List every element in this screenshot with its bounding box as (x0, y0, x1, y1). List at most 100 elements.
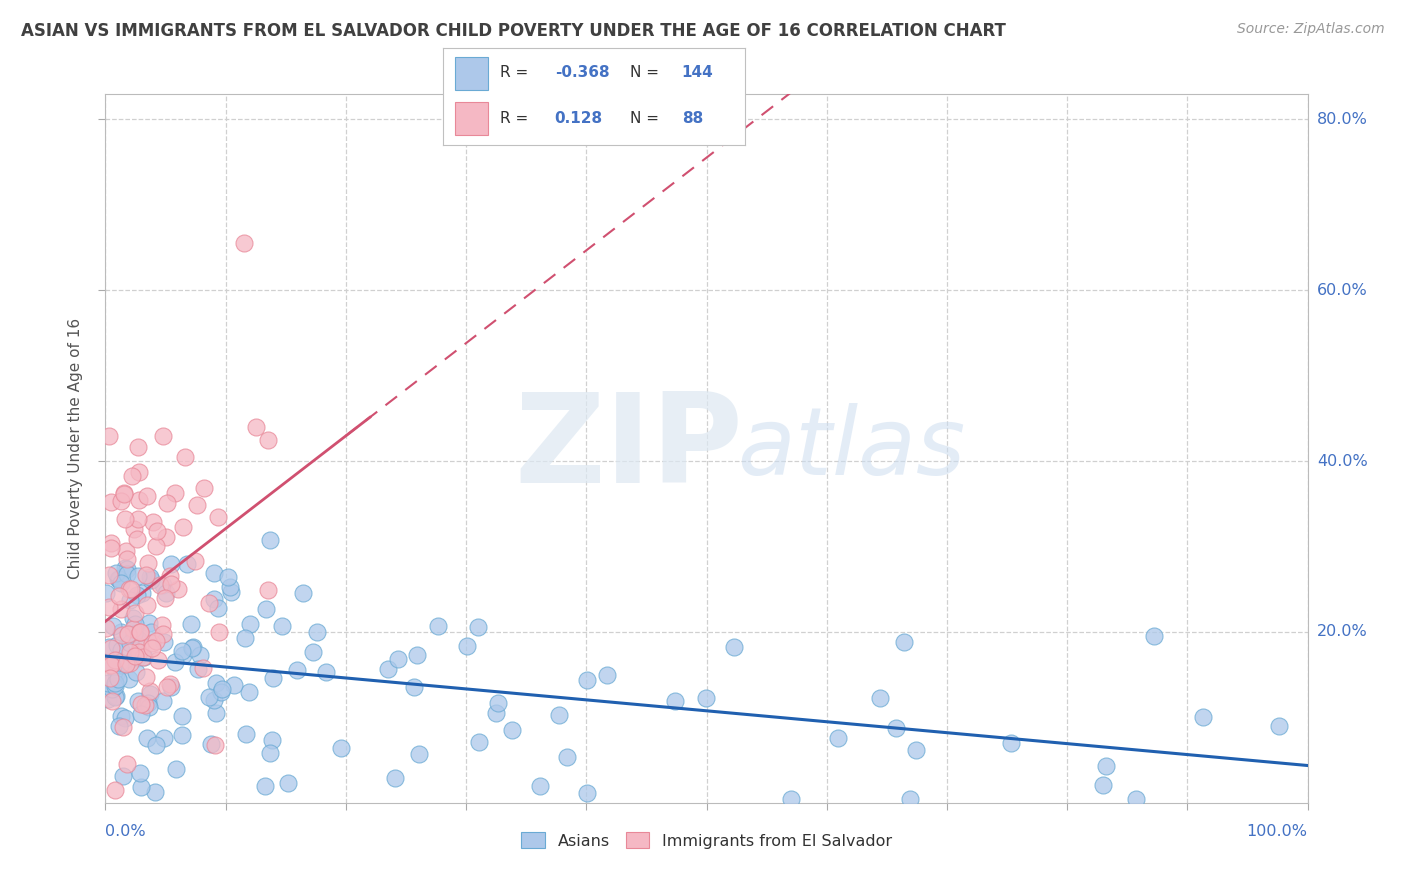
Point (869, 691, 891, 706)
Text: -0.368: -0.368 (555, 65, 609, 80)
Point (259, 533, 281, 548)
Point (100, 657, 122, 672)
Point (160, 681, 183, 695)
Point (200, 737, 222, 751)
Point (112, 657, 135, 672)
Point (152, 578, 174, 592)
Point (108, 572, 131, 586)
Point (127, 650, 149, 665)
Point (100, 641, 122, 656)
Point (156, 496, 179, 510)
Point (827, 731, 849, 745)
Point (112, 487, 135, 501)
Point (202, 693, 225, 707)
Point (112, 485, 135, 500)
Point (104, 783, 127, 797)
Text: 88: 88 (682, 111, 703, 126)
Point (117, 551, 139, 566)
Point (115, 562, 138, 576)
Point (779, 791, 801, 805)
Point (118, 636, 141, 650)
Point (302, 644, 325, 658)
Point (404, 681, 426, 695)
Text: 40.0%: 40.0% (1317, 453, 1368, 468)
Point (139, 570, 162, 584)
Point (139, 625, 162, 640)
Point (138, 683, 160, 698)
Point (186, 498, 208, 512)
Point (172, 648, 194, 663)
Point (138, 615, 160, 630)
Point (100, 671, 122, 685)
Point (125, 532, 148, 546)
Point (547, 707, 569, 722)
Point (115, 544, 138, 558)
Point (127, 569, 149, 583)
Point (108, 589, 131, 603)
Point (1192, 710, 1215, 724)
Point (124, 627, 146, 641)
Point (127, 512, 149, 526)
Point (377, 662, 399, 676)
Point (204, 675, 226, 690)
Point (98, 658, 121, 673)
Point (233, 632, 256, 646)
Point (152, 428, 174, 442)
Point (486, 696, 509, 710)
Point (384, 771, 406, 785)
Point (160, 577, 183, 591)
Point (270, 619, 292, 633)
Point (555, 750, 578, 764)
Point (254, 601, 277, 615)
Point (96, 621, 118, 635)
Point (104, 679, 127, 693)
Point (187, 662, 209, 676)
Point (387, 652, 409, 666)
Point (898, 791, 921, 805)
Point (124, 606, 146, 620)
Point (256, 433, 278, 447)
Point (136, 489, 159, 503)
Point (173, 450, 195, 465)
Point (575, 787, 598, 801)
Point (103, 619, 125, 633)
Point (141, 636, 163, 650)
Point (124, 648, 146, 663)
Point (232, 236, 254, 251)
Point (125, 588, 148, 602)
Point (131, 586, 153, 600)
Point (149, 578, 172, 592)
Point (135, 568, 157, 582)
Point (277, 775, 299, 789)
Point (100, 495, 122, 509)
Point (115, 657, 138, 672)
Point (159, 676, 181, 690)
Point (209, 685, 232, 699)
Point (884, 721, 907, 735)
Point (904, 743, 927, 757)
Point (108, 657, 131, 672)
Point (166, 582, 188, 597)
Point (145, 539, 167, 553)
Point (501, 723, 523, 738)
Point (204, 738, 226, 752)
Point (468, 735, 491, 749)
Point (184, 554, 207, 568)
Point (104, 690, 127, 704)
Point (575, 673, 598, 688)
Point (105, 638, 128, 652)
Point (153, 635, 176, 649)
Point (245, 420, 267, 434)
Point (115, 566, 138, 581)
Point (104, 566, 127, 580)
Point (97, 691, 120, 706)
Point (121, 469, 143, 483)
Point (104, 667, 127, 681)
Point (112, 720, 135, 734)
Text: R =: R = (501, 111, 533, 126)
Point (239, 617, 262, 632)
Text: R =: R = (501, 65, 533, 80)
Point (426, 619, 449, 633)
Point (224, 678, 246, 692)
Point (1000, 736, 1022, 750)
